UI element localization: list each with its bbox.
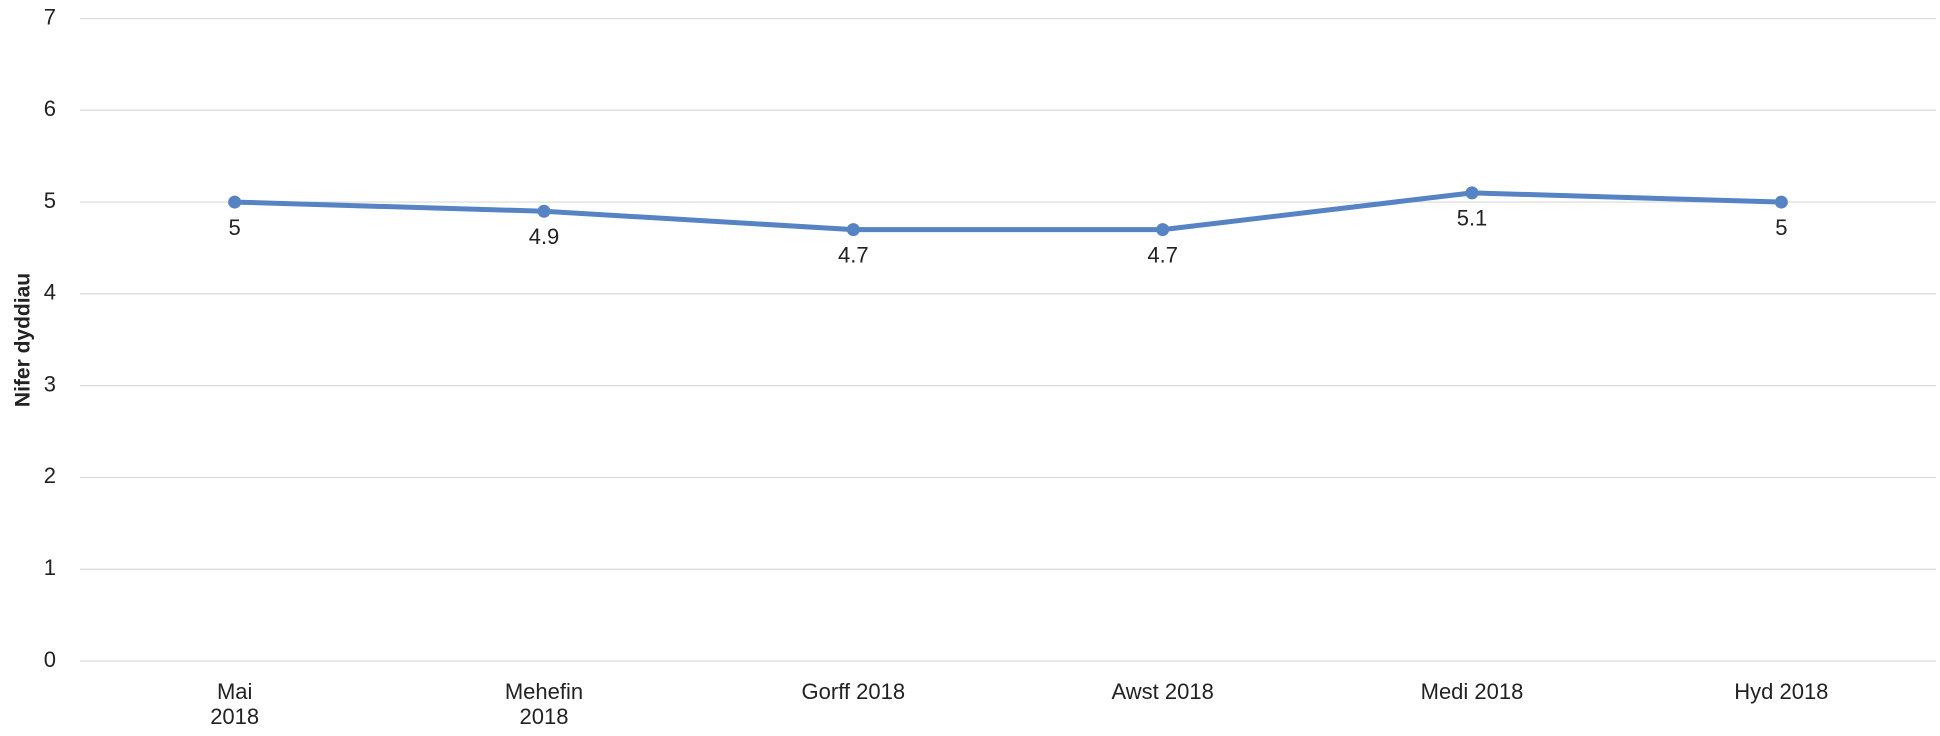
point: [846, 223, 860, 237]
x-tick-label: Medi 2018: [1421, 679, 1524, 704]
data-label: 5: [1775, 215, 1787, 240]
data-label: 5.1: [1457, 206, 1488, 231]
point: [537, 204, 551, 218]
y-tick-label: 2: [44, 463, 56, 488]
data-label: 5: [229, 215, 241, 240]
point: [1774, 195, 1788, 209]
y-tick-label: 1: [44, 555, 56, 580]
y-tick-label: 6: [44, 96, 56, 121]
point: [1465, 186, 1479, 200]
y-tick-label: 0: [44, 647, 56, 672]
point: [228, 195, 242, 209]
y-tick-label: 4: [44, 280, 56, 305]
data-label: 4.9: [529, 224, 560, 249]
x-tick-label: Mai 2018: [210, 679, 259, 729]
data-label: 4.7: [838, 242, 869, 267]
y-tick-label: 5: [44, 188, 56, 213]
y-tick-label: 7: [44, 4, 56, 29]
x-tick-label: Gorff 2018: [802, 679, 906, 704]
line: [234, 190, 1782, 233]
x-tick-label: Awst 2018: [1111, 679, 1213, 704]
y-tick-label: 3: [44, 371, 56, 396]
x-tick-label: Mehefin 2018: [505, 679, 583, 729]
data-label: 4.7: [1147, 242, 1178, 267]
x-tick-label: Hyd 2018: [1734, 679, 1828, 704]
y-axis-title: Nifer dyddiau: [12, 273, 35, 407]
point: [1156, 223, 1170, 237]
